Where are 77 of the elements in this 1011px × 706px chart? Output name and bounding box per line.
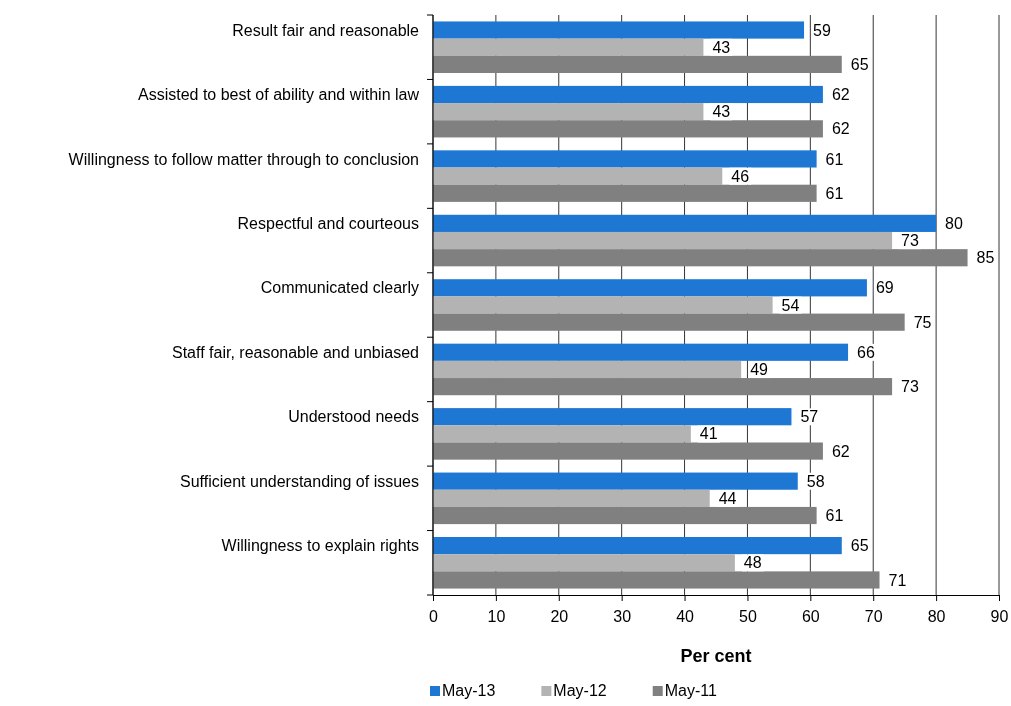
data-label: 59 bbox=[813, 21, 831, 39]
legend-label: May-12 bbox=[553, 682, 607, 699]
bar bbox=[433, 537, 842, 555]
bar bbox=[433, 38, 704, 56]
data-label: 62 bbox=[831, 86, 850, 104]
bar bbox=[433, 360, 742, 379]
y-tick-label: Communicated clearly bbox=[260, 279, 419, 297]
y-tick-label: Sufficient understanding of issues bbox=[180, 472, 419, 490]
data-label: 58 bbox=[806, 472, 825, 490]
bar bbox=[433, 343, 849, 361]
bar bbox=[433, 279, 867, 297]
bar bbox=[433, 506, 817, 525]
y-tick-label: Assisted to best of ability and within law bbox=[137, 86, 420, 104]
bar bbox=[433, 472, 798, 490]
bar bbox=[433, 554, 735, 572]
bar bbox=[433, 408, 792, 426]
data-label: 41 bbox=[699, 425, 718, 443]
x-tick-label: 30 bbox=[613, 607, 632, 625]
bar bbox=[433, 313, 905, 331]
data-label: 73 bbox=[901, 378, 919, 396]
data-label: 61 bbox=[825, 184, 844, 202]
y-tick-label: Result fair and reasonable bbox=[232, 21, 420, 39]
data-label: 75 bbox=[913, 313, 932, 331]
bar bbox=[433, 378, 893, 396]
y-tick-label: Staff fair, reasonable and unbiased bbox=[172, 343, 419, 361]
data-label: 57 bbox=[800, 408, 819, 426]
data-label: 69 bbox=[875, 279, 894, 297]
x-tick-label: 80 bbox=[927, 607, 946, 625]
bar bbox=[433, 296, 773, 314]
data-label: 49 bbox=[750, 361, 769, 379]
data-label: 80 bbox=[945, 214, 964, 232]
x-tick-label: 90 bbox=[990, 607, 1009, 625]
legend-label: May-13 bbox=[442, 682, 496, 699]
data-label: 65 bbox=[850, 537, 869, 555]
data-label: 62 bbox=[831, 442, 850, 460]
bar bbox=[433, 489, 710, 507]
x-tick-label: 0 bbox=[429, 607, 439, 625]
bar bbox=[433, 120, 823, 138]
data-label: 66 bbox=[857, 343, 875, 361]
bar bbox=[433, 150, 817, 168]
data-label: 54 bbox=[781, 296, 800, 314]
x-tick-label: 50 bbox=[739, 607, 757, 625]
y-tick-label: Understood needs bbox=[288, 408, 419, 426]
y-tick-label: Willingness to explain rights bbox=[221, 537, 419, 555]
x-axis-title: Per cent bbox=[680, 646, 752, 666]
data-label: 65 bbox=[850, 56, 869, 74]
data-label: 43 bbox=[712, 103, 731, 121]
x-tick-label: 20 bbox=[550, 607, 569, 625]
bar bbox=[433, 55, 842, 73]
data-label: 61 bbox=[825, 507, 844, 525]
data-label: 73 bbox=[901, 232, 919, 250]
data-label: 44 bbox=[718, 489, 737, 507]
x-tick-label: 40 bbox=[676, 607, 695, 625]
x-tick-label: 70 bbox=[864, 607, 883, 625]
bar bbox=[433, 231, 893, 250]
legend-label: May-11 bbox=[664, 682, 717, 699]
x-tick-label: 10 bbox=[487, 607, 506, 625]
data-label: 48 bbox=[743, 554, 762, 572]
bar bbox=[433, 571, 880, 589]
bar bbox=[433, 249, 968, 267]
bar bbox=[433, 167, 723, 185]
data-label: 46 bbox=[731, 167, 750, 185]
bar bbox=[433, 21, 805, 39]
bar bbox=[433, 103, 704, 121]
bar bbox=[433, 442, 823, 460]
bar bbox=[433, 425, 691, 443]
y-tick-label: Respectful and courteous bbox=[237, 214, 419, 232]
data-label: 85 bbox=[976, 249, 995, 267]
bar bbox=[433, 85, 823, 104]
bar bbox=[433, 214, 937, 232]
data-label: 43 bbox=[712, 38, 731, 56]
data-label: 61 bbox=[825, 150, 844, 168]
y-tick-label: Willingness to follow matter through to conclusion bbox=[68, 150, 419, 168]
data-label: 71 bbox=[888, 571, 907, 589]
data-label: 62 bbox=[831, 120, 850, 138]
bar bbox=[433, 184, 817, 202]
x-tick-label: 60 bbox=[801, 607, 820, 625]
